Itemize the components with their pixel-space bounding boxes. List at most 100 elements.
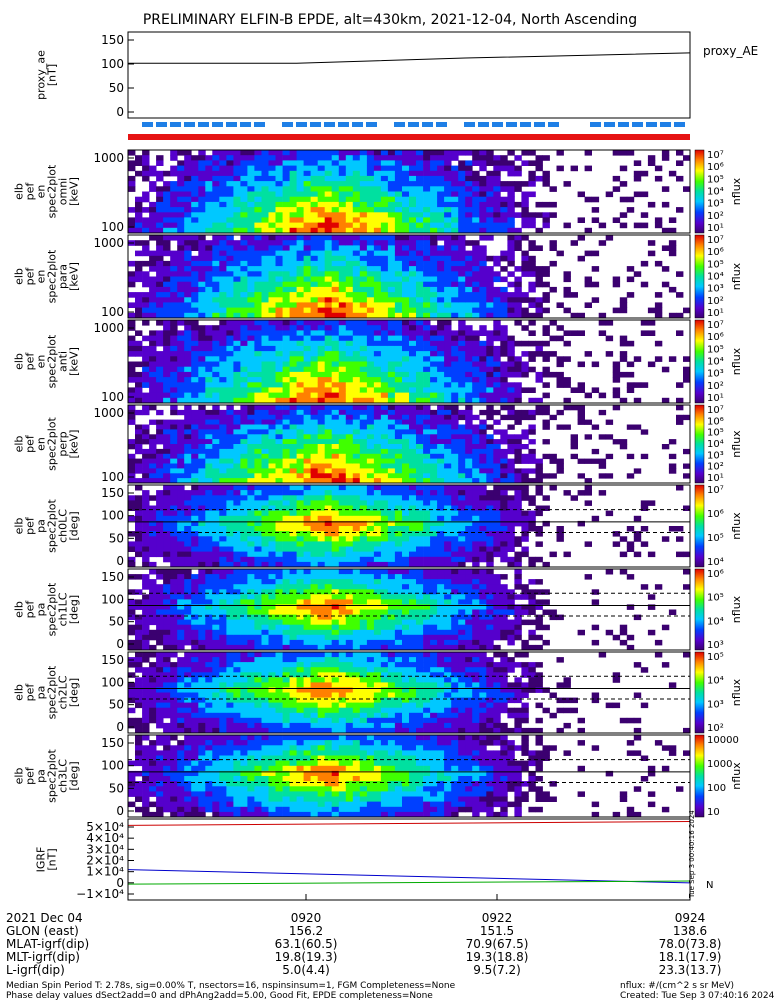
spectrogram-cell <box>577 458 585 464</box>
spectrogram-cell <box>324 227 333 234</box>
spectrogram-cell <box>352 281 361 288</box>
spectrogram-cell <box>240 345 248 352</box>
spectrogram-cell <box>486 458 494 464</box>
spectrogram-cell <box>521 366 529 373</box>
spectrogram-cell <box>338 392 347 399</box>
spectrogram-cell <box>310 351 318 357</box>
spectrogram-cell <box>254 444 262 450</box>
spectrogram-cell <box>451 485 459 491</box>
spectrogram-cell <box>500 302 508 308</box>
spectrogram-cell <box>254 429 262 435</box>
spectrogram-cell <box>198 424 206 430</box>
spectrogram-cell <box>212 515 220 522</box>
spectrogram-cell <box>282 453 290 460</box>
spectrogram-cell <box>198 382 206 388</box>
spectrogram-cell <box>373 490 382 496</box>
spectrogram-cell <box>451 196 459 203</box>
spectrogram-cell <box>219 429 227 435</box>
spectrogram-cell <box>184 165 192 172</box>
spectrogram-cell <box>584 419 592 425</box>
spectrogram-cell <box>409 235 417 241</box>
spectrogram-cell <box>451 478 459 484</box>
spectrogram-cell <box>233 155 241 161</box>
spectrogram-cell <box>205 155 213 161</box>
spectrogram-cell <box>430 366 438 373</box>
spectrogram-cell <box>521 495 529 501</box>
spectrogram-cell <box>647 551 656 558</box>
spectrogram-cell <box>261 473 269 479</box>
spectrogram-cell <box>500 217 508 223</box>
spectrogram-cell <box>458 212 466 218</box>
spectrogram-cell <box>514 286 522 293</box>
spectrogram-cell <box>479 495 487 501</box>
spectrogram-cell <box>352 485 361 491</box>
spectrogram-cell <box>402 361 410 368</box>
spectrogram-cell <box>184 536 192 542</box>
spectrogram-cell <box>289 371 297 378</box>
ylabel-line: elb <box>13 436 26 453</box>
spectrogram-cell <box>409 458 417 464</box>
spectrogram-cell <box>387 302 396 308</box>
spectrogram-cell <box>163 281 171 288</box>
spectrogram-cell <box>402 260 410 267</box>
spectrogram-cell <box>240 377 248 383</box>
spectrogram-cell <box>373 361 382 368</box>
spectrogram-cell <box>219 351 227 357</box>
spectrogram-cell <box>233 266 241 272</box>
spectrogram-cell <box>275 520 283 527</box>
spectrogram-cell <box>156 186 164 192</box>
spectrogram-cell <box>177 286 185 293</box>
spectrogram-cell <box>451 170 459 177</box>
spectrogram-cell <box>226 536 234 542</box>
spectrogram-cell <box>240 414 248 421</box>
spectrogram-cell <box>380 510 389 517</box>
spectrogram-cell <box>619 439 628 445</box>
spectrogram-cell <box>282 170 290 177</box>
spectrogram-cell <box>345 397 354 404</box>
spectrogram-cell <box>430 260 438 267</box>
spectrogram-cell <box>317 150 326 156</box>
spectrogram-cell <box>135 505 143 511</box>
spectrogram-cell <box>177 520 185 527</box>
spectrogram-cell <box>184 330 192 336</box>
spectrogram-cell <box>156 361 164 368</box>
spectrogram-cell <box>423 307 431 314</box>
spectrogram-cell <box>282 526 290 532</box>
spectrogram-cell <box>275 191 283 198</box>
spectrogram-cell <box>128 392 136 399</box>
spectrogram-cell <box>310 245 318 251</box>
spectrogram-cell <box>416 397 424 404</box>
spectrogram-cell <box>317 377 326 383</box>
spectrogram-cell <box>373 260 382 267</box>
spectrogram-cell <box>163 302 171 308</box>
spectrogram-cell <box>184 634 192 641</box>
spectrogram-cell <box>409 292 417 298</box>
spectrogram-cell <box>296 212 304 218</box>
spectrogram-cell <box>338 250 347 257</box>
spectrogram-cell <box>177 444 185 450</box>
spectrogram-cell <box>317 387 326 393</box>
colorbar <box>694 234 705 319</box>
spectrogram-cell <box>507 345 515 352</box>
spectrogram-cell <box>394 170 403 177</box>
spectrogram-cell <box>240 255 248 262</box>
spectrogram-cell <box>416 448 424 455</box>
spectrogram-cell <box>366 302 375 308</box>
spectrogram-cell <box>479 505 487 511</box>
spectrogram-cell <box>493 531 501 537</box>
spectrogram-cell <box>598 473 607 479</box>
spectrogram-cell <box>366 448 375 455</box>
spectrogram-cell <box>563 356 571 362</box>
spectrogram-cell <box>500 212 508 218</box>
spectrogram-cell <box>542 366 550 373</box>
spectrogram-cell <box>507 255 515 262</box>
spectrogram-cell <box>380 356 389 362</box>
spectrogram-cell <box>198 478 206 484</box>
spectrogram-cell <box>247 266 255 272</box>
spectrogram-cell <box>521 473 529 479</box>
spectrogram-cell <box>394 227 403 234</box>
spectrogram-cell <box>359 160 368 166</box>
spectrogram-cell <box>233 531 241 537</box>
spectrogram-cell <box>191 485 199 491</box>
spectrogram-cell <box>226 227 234 234</box>
